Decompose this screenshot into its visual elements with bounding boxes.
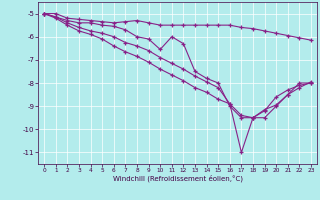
X-axis label: Windchill (Refroidissement éolien,°C): Windchill (Refroidissement éolien,°C) — [113, 175, 243, 182]
